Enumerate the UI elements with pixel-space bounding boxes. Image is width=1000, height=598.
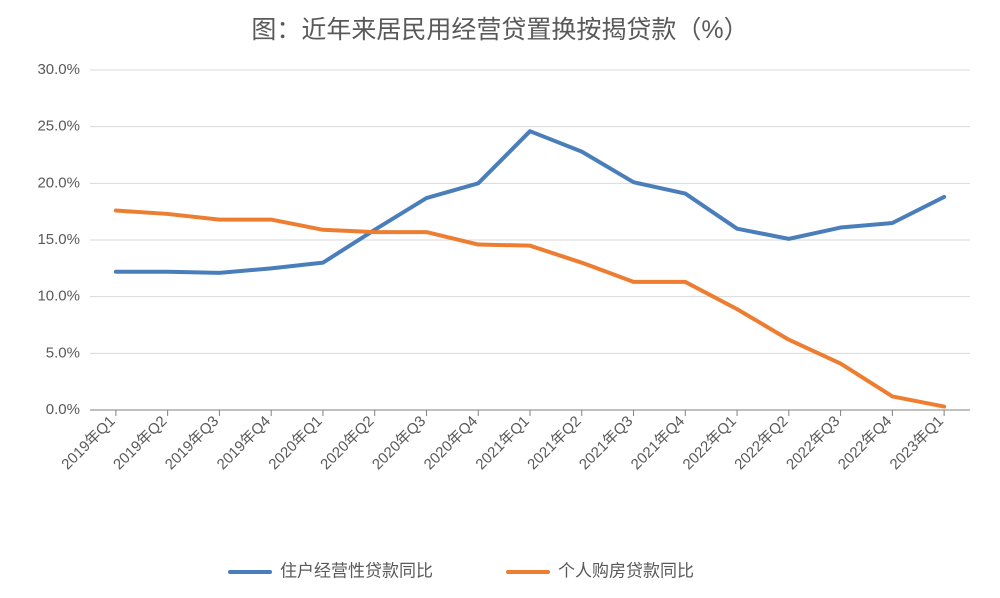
x-tick-label: 2021年Q2 bbox=[524, 413, 584, 473]
y-tick-label: 15.0% bbox=[37, 231, 80, 248]
x-tick-label: 2021年Q1 bbox=[472, 413, 532, 473]
legend: 住户经营性贷款同比 个人购房贷款同比 bbox=[230, 561, 694, 580]
y-tick-label: 25.0% bbox=[37, 118, 80, 135]
x-tick-label: 2019年Q3 bbox=[162, 413, 222, 473]
grid-lines bbox=[90, 70, 970, 410]
chart-svg: 2019年Q12019年Q22019年Q32019年Q42020年Q12020年… bbox=[0, 0, 1000, 598]
y-tick-label: 20.0% bbox=[37, 174, 80, 191]
x-tick-label: 2022年Q2 bbox=[731, 413, 791, 473]
y-tick-label: 5.0% bbox=[46, 344, 80, 361]
x-tick-label: 2019年Q1 bbox=[58, 413, 118, 473]
y-tick-label: 30.0% bbox=[37, 61, 80, 78]
series-line-0 bbox=[116, 131, 944, 273]
x-axis: 2019年Q12019年Q22019年Q32019年Q42020年Q12020年… bbox=[58, 410, 947, 473]
y-axis-labels: 0.0% 5.0% 10.0% 15.0% 20.0% 25.0% 30.0% bbox=[37, 61, 80, 418]
x-tick-label: 2022年Q1 bbox=[680, 413, 740, 473]
x-tick-label: 2023年Q1 bbox=[887, 413, 947, 473]
chart-title: 图：近年来居民用经营贷置换按揭贷款（%） bbox=[0, 10, 1000, 46]
legend-label: 个人购房贷款同比 bbox=[558, 561, 694, 580]
x-tick-label: 2020年Q4 bbox=[421, 413, 481, 473]
y-tick-label: 10.0% bbox=[37, 288, 80, 305]
x-tick-label: 2019年Q2 bbox=[110, 413, 170, 473]
legend-label: 住户经营性贷款同比 bbox=[280, 561, 433, 580]
x-tick-label: 2020年Q1 bbox=[265, 413, 325, 473]
x-tick-label: 2020年Q3 bbox=[369, 413, 429, 473]
x-tick-label: 2021年Q4 bbox=[628, 413, 688, 473]
chart-container: 图：近年来居民用经营贷置换按揭贷款（%） 2019年Q12019年Q22019年… bbox=[0, 0, 1000, 598]
x-tick-label: 2019年Q4 bbox=[214, 413, 274, 473]
x-tick-label: 2021年Q3 bbox=[576, 413, 636, 473]
x-tick-label: 2020年Q2 bbox=[317, 413, 377, 473]
y-tick-label: 0.0% bbox=[46, 401, 80, 418]
line-series bbox=[116, 131, 944, 406]
x-tick-label: 2022年Q3 bbox=[783, 413, 843, 473]
x-tick-label: 2022年Q4 bbox=[835, 413, 895, 473]
